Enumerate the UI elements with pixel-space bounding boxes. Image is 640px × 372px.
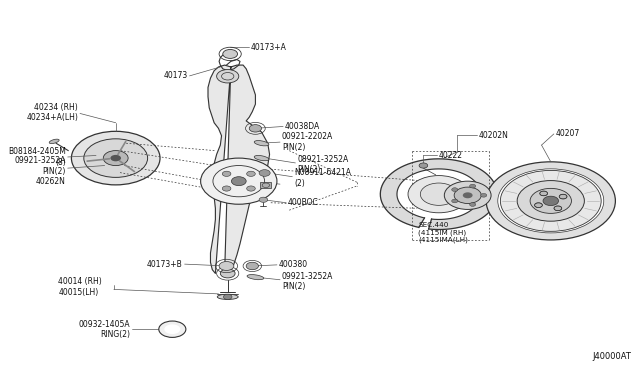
Text: 09921-3252A
PIN(2)
40262N: 09921-3252A PIN(2) 40262N bbox=[15, 156, 66, 186]
Text: N08911-6421A
(2): N08911-6421A (2) bbox=[294, 169, 351, 188]
Circle shape bbox=[419, 163, 428, 168]
Circle shape bbox=[463, 192, 472, 198]
Circle shape bbox=[216, 70, 239, 83]
Circle shape bbox=[246, 262, 259, 270]
Text: 40038DA: 40038DA bbox=[285, 122, 320, 131]
Text: 00921-2202A
PIN(2): 00921-2202A PIN(2) bbox=[282, 132, 333, 152]
Circle shape bbox=[259, 170, 270, 176]
Text: SEC.440
(4115IM (RH)
(4115IMA(LH): SEC.440 (4115IM (RH) (4115IMA(LH) bbox=[419, 222, 468, 243]
Text: 40014 (RH)
40015(LH): 40014 (RH) 40015(LH) bbox=[58, 278, 102, 297]
Circle shape bbox=[222, 186, 231, 191]
Circle shape bbox=[219, 262, 234, 270]
Circle shape bbox=[481, 193, 487, 197]
Circle shape bbox=[500, 170, 601, 231]
Circle shape bbox=[540, 191, 548, 196]
Circle shape bbox=[223, 49, 237, 58]
Circle shape bbox=[246, 171, 255, 176]
Text: 40222: 40222 bbox=[439, 151, 463, 160]
Circle shape bbox=[246, 186, 255, 191]
Ellipse shape bbox=[217, 294, 238, 299]
Text: 40173+A: 40173+A bbox=[251, 43, 287, 52]
Text: 40173+B: 40173+B bbox=[147, 260, 183, 269]
Circle shape bbox=[110, 155, 121, 161]
Circle shape bbox=[103, 151, 128, 166]
Ellipse shape bbox=[254, 141, 269, 146]
FancyBboxPatch shape bbox=[260, 182, 271, 188]
Ellipse shape bbox=[49, 139, 59, 144]
Circle shape bbox=[72, 131, 160, 185]
Circle shape bbox=[223, 294, 232, 299]
Circle shape bbox=[220, 269, 235, 278]
Text: 00932-1405A
RING(2): 00932-1405A RING(2) bbox=[79, 320, 131, 339]
Circle shape bbox=[543, 196, 559, 206]
Circle shape bbox=[200, 158, 277, 204]
Circle shape bbox=[498, 169, 604, 233]
Circle shape bbox=[454, 187, 481, 203]
Circle shape bbox=[164, 324, 180, 334]
Circle shape bbox=[470, 184, 476, 188]
Text: 40202N: 40202N bbox=[479, 131, 509, 140]
Polygon shape bbox=[208, 65, 269, 273]
Circle shape bbox=[452, 199, 458, 203]
Circle shape bbox=[408, 176, 470, 213]
Text: 400380: 400380 bbox=[279, 260, 308, 269]
Circle shape bbox=[470, 203, 476, 206]
Circle shape bbox=[159, 321, 186, 337]
Circle shape bbox=[530, 188, 572, 214]
Circle shape bbox=[259, 197, 268, 202]
Circle shape bbox=[444, 181, 491, 209]
Circle shape bbox=[554, 206, 562, 211]
Circle shape bbox=[420, 183, 457, 205]
Circle shape bbox=[517, 180, 584, 221]
Circle shape bbox=[452, 188, 458, 192]
Circle shape bbox=[486, 162, 616, 240]
Text: 40173: 40173 bbox=[163, 71, 188, 80]
Text: 40234 (RH)
40234+A(LH): 40234 (RH) 40234+A(LH) bbox=[26, 103, 78, 122]
Text: B08184-2405M
(8): B08184-2405M (8) bbox=[8, 147, 66, 167]
Circle shape bbox=[232, 177, 246, 186]
Text: J40000AT: J40000AT bbox=[592, 352, 631, 361]
Circle shape bbox=[559, 194, 567, 199]
Ellipse shape bbox=[247, 275, 264, 280]
Circle shape bbox=[249, 125, 262, 132]
Circle shape bbox=[534, 203, 542, 208]
Circle shape bbox=[84, 139, 148, 177]
Ellipse shape bbox=[254, 155, 269, 161]
Polygon shape bbox=[380, 159, 497, 230]
Text: 08921-3252A
PIN(2): 08921-3252A PIN(2) bbox=[297, 155, 349, 174]
Text: 40207: 40207 bbox=[556, 129, 580, 138]
Circle shape bbox=[222, 171, 231, 176]
Text: 09921-3252A
PIN(2): 09921-3252A PIN(2) bbox=[282, 272, 333, 291]
Text: 400BOC: 400BOC bbox=[288, 198, 319, 207]
